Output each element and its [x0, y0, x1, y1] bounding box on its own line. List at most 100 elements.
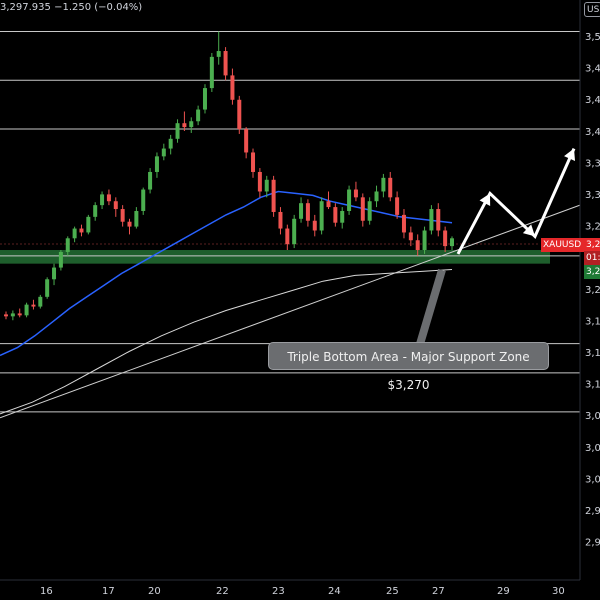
candle-body [230, 75, 235, 100]
candle-body [292, 218, 297, 245]
candle-body [45, 279, 50, 297]
candle-body [305, 203, 310, 221]
candles [4, 31, 454, 321]
time-axis[interactable]: 16 17 20 22 23 24 25 27 29 30 [40, 586, 565, 597]
arrow-head-up-2 [564, 148, 576, 162]
candle-body [52, 267, 57, 280]
time-tick-label: 27 [432, 586, 445, 597]
price-tick-label: 3,2 [585, 222, 600, 233]
candle-body [72, 228, 77, 239]
candle-body [93, 205, 98, 217]
candle-body [127, 221, 132, 227]
candle-body [340, 210, 345, 223]
candle-body [257, 171, 262, 192]
projection-arrows [456, 147, 576, 255]
price-tick-label: 3,4 [585, 95, 600, 106]
candle-body [353, 189, 358, 198]
annotation-label: Triple Bottom Area - Major Support Zone … [268, 342, 549, 392]
candle-body [237, 99, 242, 130]
time-tick-label: 30 [552, 586, 565, 597]
candle-body [148, 171, 153, 190]
price-tick-label: 2,9 [585, 538, 600, 549]
candle-body [113, 201, 118, 210]
candle-body [175, 123, 180, 139]
time-tick-label: 17 [102, 586, 115, 597]
price-tick-label: 3,0 [585, 443, 600, 454]
price-tick-label: 3,4 [585, 127, 600, 138]
candle-body [182, 123, 187, 128]
time-tick-label: 25 [386, 586, 399, 597]
candle-body [333, 207, 338, 223]
candle-body [202, 88, 207, 110]
candle-body [312, 220, 317, 231]
candle-body [168, 138, 173, 149]
candle-body [374, 191, 379, 202]
annotation-pointer [416, 268, 446, 346]
candle-body [395, 197, 400, 215]
candle-body [381, 177, 386, 192]
candle-body [326, 201, 331, 208]
support-zone [0, 250, 550, 264]
candle-body [422, 230, 427, 251]
price-tick-label: 3,3 [585, 158, 600, 169]
candle-body [134, 210, 139, 227]
candle-body [244, 129, 249, 153]
candle-body [278, 211, 283, 229]
candle-body [216, 51, 221, 57]
quote-header: 3,297.935 −1.250 (−0.04%) [0, 2, 142, 13]
trend-lines [0, 204, 581, 419]
slow-moving-average [0, 269, 453, 415]
candle-body [10, 313, 15, 317]
time-tick-label: 22 [216, 586, 229, 597]
current-price-tag: 3,2 [584, 238, 600, 252]
candle-body [58, 251, 63, 268]
candle-body [189, 121, 194, 128]
candle-body [360, 197, 365, 221]
candle-body [209, 56, 214, 89]
price-tick-label: 2,9 [585, 506, 600, 517]
candle-body [4, 314, 8, 317]
candle-body [24, 304, 29, 316]
price-tick-label: 3,1 [585, 316, 600, 327]
currency-button[interactable]: USD [584, 2, 600, 17]
projection-path [456, 147, 576, 255]
price-tick-label: 3,5 [585, 32, 600, 43]
candle-body [401, 214, 406, 233]
candle-body [285, 228, 290, 245]
candle-body [154, 156, 159, 172]
time-tick-label: 23 [272, 586, 285, 597]
price-tick-label: 3,4 [585, 64, 600, 75]
candle-body [429, 209, 434, 231]
support-price-tag: 3,2 [584, 265, 600, 279]
candle-body [106, 194, 111, 202]
time-tick-label: 20 [148, 586, 161, 597]
quote-text: 3,297.935 −1.250 (−0.04%) [0, 2, 143, 13]
ema-line [0, 190, 453, 357]
candle-body [415, 240, 420, 251]
candle-body [223, 51, 228, 76]
candle-body [388, 177, 393, 198]
candle-body [443, 230, 448, 247]
candle-body [120, 209, 125, 222]
arrow-head-up-1 [479, 193, 491, 206]
candle-body [79, 228, 84, 233]
candle-body [408, 232, 413, 241]
time-tick-label: 29 [497, 586, 510, 597]
candle-body [319, 201, 324, 231]
candle-body [367, 201, 372, 221]
price-tick-label: 3,2 [585, 285, 600, 296]
candle-body [299, 203, 304, 219]
candle-body [141, 189, 146, 211]
arrow-head-down [522, 224, 535, 237]
candle-body [264, 179, 269, 192]
candle-body [17, 313, 22, 316]
time-tick-label: 16 [40, 586, 53, 597]
candle-body [161, 148, 166, 157]
candle-body [38, 296, 43, 307]
price-tick-label: 3,3 [585, 190, 600, 201]
candle-body [450, 238, 454, 247]
candle-body [100, 194, 105, 206]
candle-body [271, 179, 276, 212]
